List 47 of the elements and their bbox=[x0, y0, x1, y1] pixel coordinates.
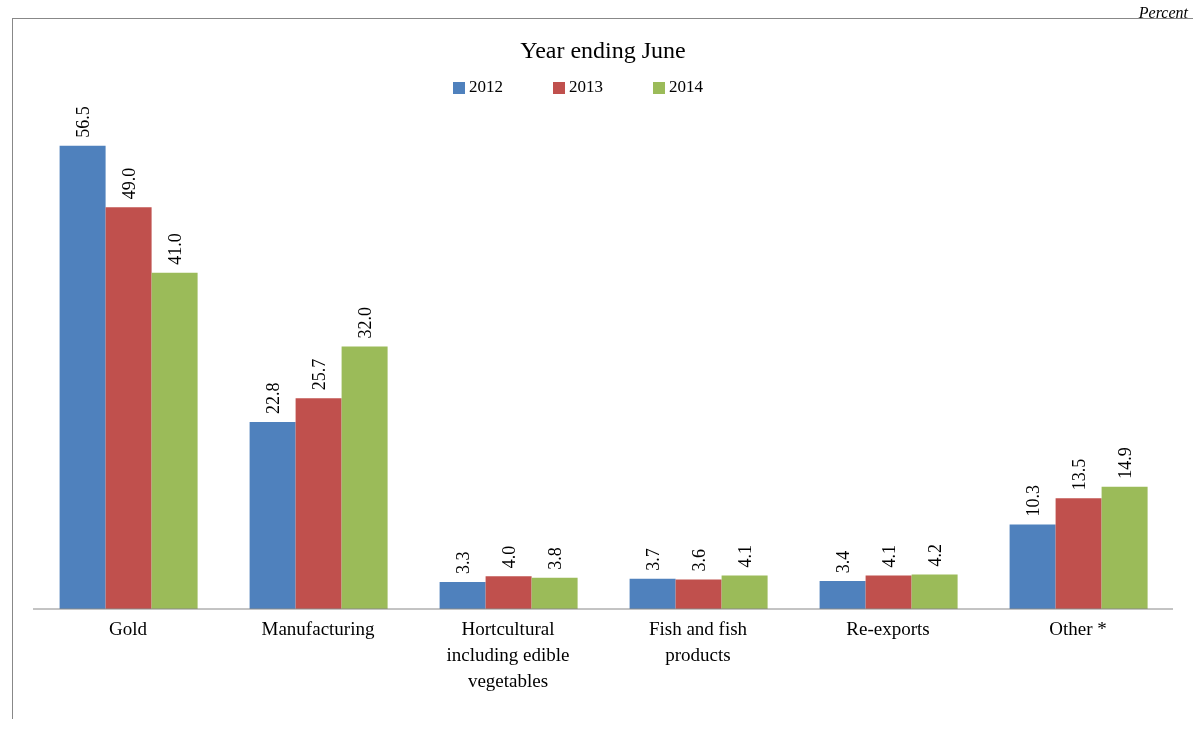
bar bbox=[531, 577, 578, 609]
data-label: 41.0 bbox=[164, 233, 185, 265]
bar bbox=[1009, 524, 1056, 609]
text: Percent bbox=[1138, 4, 1188, 21]
bar bbox=[439, 581, 486, 609]
bar bbox=[485, 576, 532, 609]
bar bbox=[341, 346, 388, 609]
data-label: 4.2 bbox=[924, 544, 945, 567]
data-label: 22.8 bbox=[262, 382, 283, 415]
data-label: 4.0 bbox=[498, 545, 519, 569]
x-tick-label: Hortcultural including edible vegetables bbox=[446, 618, 570, 691]
x-tick-label: Fish and fish products bbox=[648, 618, 748, 665]
data-label: 25.7 bbox=[308, 358, 329, 391]
legend-label: 2012 bbox=[469, 77, 503, 96]
bar bbox=[1101, 486, 1148, 609]
data-label: 3.8 bbox=[544, 547, 565, 570]
data-label: 14.9 bbox=[1114, 447, 1135, 479]
bar bbox=[675, 579, 722, 609]
bar bbox=[629, 578, 676, 609]
bar bbox=[819, 581, 866, 609]
data-label: 56.5 bbox=[72, 106, 93, 138]
data-label: 10.3 bbox=[1022, 485, 1043, 517]
chart-title: Year ending June bbox=[520, 37, 686, 63]
legend-label: 2013 bbox=[569, 77, 603, 96]
bar bbox=[295, 398, 342, 609]
x-tick-label: Other * bbox=[1049, 618, 1107, 639]
bar bbox=[151, 272, 198, 609]
bar bbox=[721, 575, 768, 609]
bar bbox=[911, 574, 958, 609]
data-label: 13.5 bbox=[1068, 458, 1089, 491]
bar bbox=[1055, 498, 1102, 609]
bar bbox=[249, 422, 296, 609]
x-tick-label: Manufacturing bbox=[261, 618, 375, 639]
data-label: 32.0 bbox=[354, 307, 375, 339]
data-label: 4.1 bbox=[734, 544, 755, 568]
data-label: 3.7 bbox=[642, 548, 663, 571]
data-label: 49.0 bbox=[118, 167, 139, 200]
legend-label: 2014 bbox=[669, 77, 703, 96]
bar bbox=[59, 145, 106, 609]
x-tick-label: Gold bbox=[109, 618, 148, 639]
data-label: 4.1 bbox=[878, 544, 899, 568]
data-label: 3.4 bbox=[832, 550, 853, 574]
bar bbox=[865, 575, 912, 609]
data-label: 3.6 bbox=[688, 548, 709, 572]
bar bbox=[105, 207, 152, 609]
x-tick-label: Re-exports bbox=[846, 618, 930, 639]
data-label: 3.3 bbox=[452, 551, 473, 574]
